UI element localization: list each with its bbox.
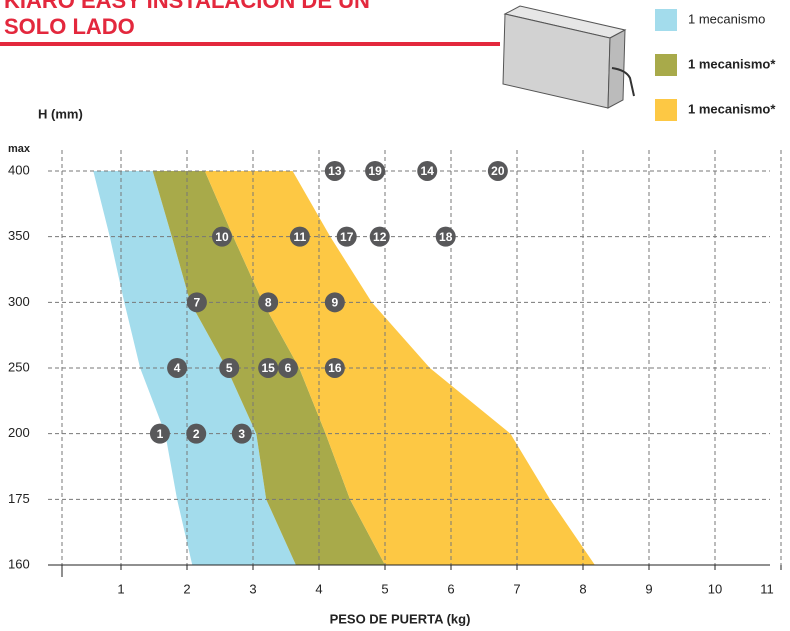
point-marker [289, 226, 310, 247]
point-marker [336, 226, 357, 247]
point-marker [365, 160, 386, 181]
chart-title-line: SOLO LADO [4, 14, 135, 39]
x-axis-title: PESO DE PUERTA (kg) [330, 611, 471, 626]
point-marker [324, 357, 345, 378]
point-marker [211, 226, 232, 247]
point-marker [324, 160, 345, 181]
x-tick-label: 5 [381, 581, 388, 596]
y-tick-label: 250 [8, 359, 30, 374]
point-label: 6 [285, 361, 292, 375]
point-marker [277, 357, 298, 378]
point-marker [369, 226, 390, 247]
point-label: 4 [174, 361, 181, 375]
point-label: 17 [340, 230, 354, 244]
point-marker [487, 160, 508, 181]
x-tick-label: 11 [760, 581, 774, 596]
point-marker [149, 423, 170, 444]
point-label: 12 [373, 230, 387, 244]
band-area [93, 170, 296, 566]
y-top-note: max [8, 143, 31, 155]
point-marker [186, 292, 207, 313]
legend-label: 1 mecanismo [688, 11, 765, 26]
x-tick-label: 10 [708, 581, 722, 596]
point-label: 3 [238, 427, 245, 441]
point-label: 7 [194, 295, 201, 309]
legend-label: 1 mecanismo* [688, 101, 776, 116]
y-tick-label: 200 [8, 425, 30, 440]
x-tick-label: 7 [513, 581, 520, 596]
point-label: 10 [215, 230, 229, 244]
x-tick-label: 1 [117, 581, 124, 596]
chart-title-line: KIARO EASY INSTALACIÓN DE UN [4, 0, 370, 13]
legend-label: 1 mecanismo* [688, 56, 776, 71]
point-label: 13 [328, 164, 342, 178]
point-marker [324, 292, 345, 313]
point-label: 1 [157, 427, 164, 441]
y-tick-label: 160 [8, 556, 30, 571]
x-tick-label: 9 [645, 581, 652, 596]
y-tick-label: 300 [8, 294, 30, 309]
point-label: 8 [265, 295, 272, 309]
y-tick-label: 400 [8, 162, 30, 177]
point-label: 5 [226, 361, 233, 375]
x-tick-label: 3 [249, 581, 256, 596]
x-tick-label: 4 [315, 581, 322, 596]
point-marker [417, 160, 438, 181]
x-tick-label: 6 [447, 581, 454, 596]
legend-swatch [655, 99, 677, 121]
legend-swatch [655, 9, 677, 31]
point-label: 11 [294, 230, 307, 244]
point-label: 18 [439, 230, 453, 244]
x-tick-label: 2 [183, 581, 190, 596]
point-marker [258, 357, 279, 378]
point-label: 9 [331, 295, 338, 309]
point-marker [231, 423, 252, 444]
point-label: 2 [193, 427, 200, 441]
y-tick-label: 175 [8, 491, 30, 506]
device-illustration [502, 5, 635, 109]
point-label: 16 [328, 361, 342, 375]
point-label: 14 [421, 164, 435, 178]
point-marker [167, 357, 188, 378]
point-marker [219, 357, 240, 378]
point-marker [186, 423, 207, 444]
point-label: 20 [491, 164, 505, 178]
y-tick-label: 350 [8, 228, 30, 243]
point-marker [435, 226, 456, 247]
point-label: 19 [368, 164, 382, 178]
point-marker [258, 292, 279, 313]
legend-swatch [655, 54, 677, 76]
x-tick-label: 8 [579, 581, 586, 596]
point-label: 15 [262, 361, 276, 375]
y-axis-title: H (mm) [38, 106, 83, 121]
